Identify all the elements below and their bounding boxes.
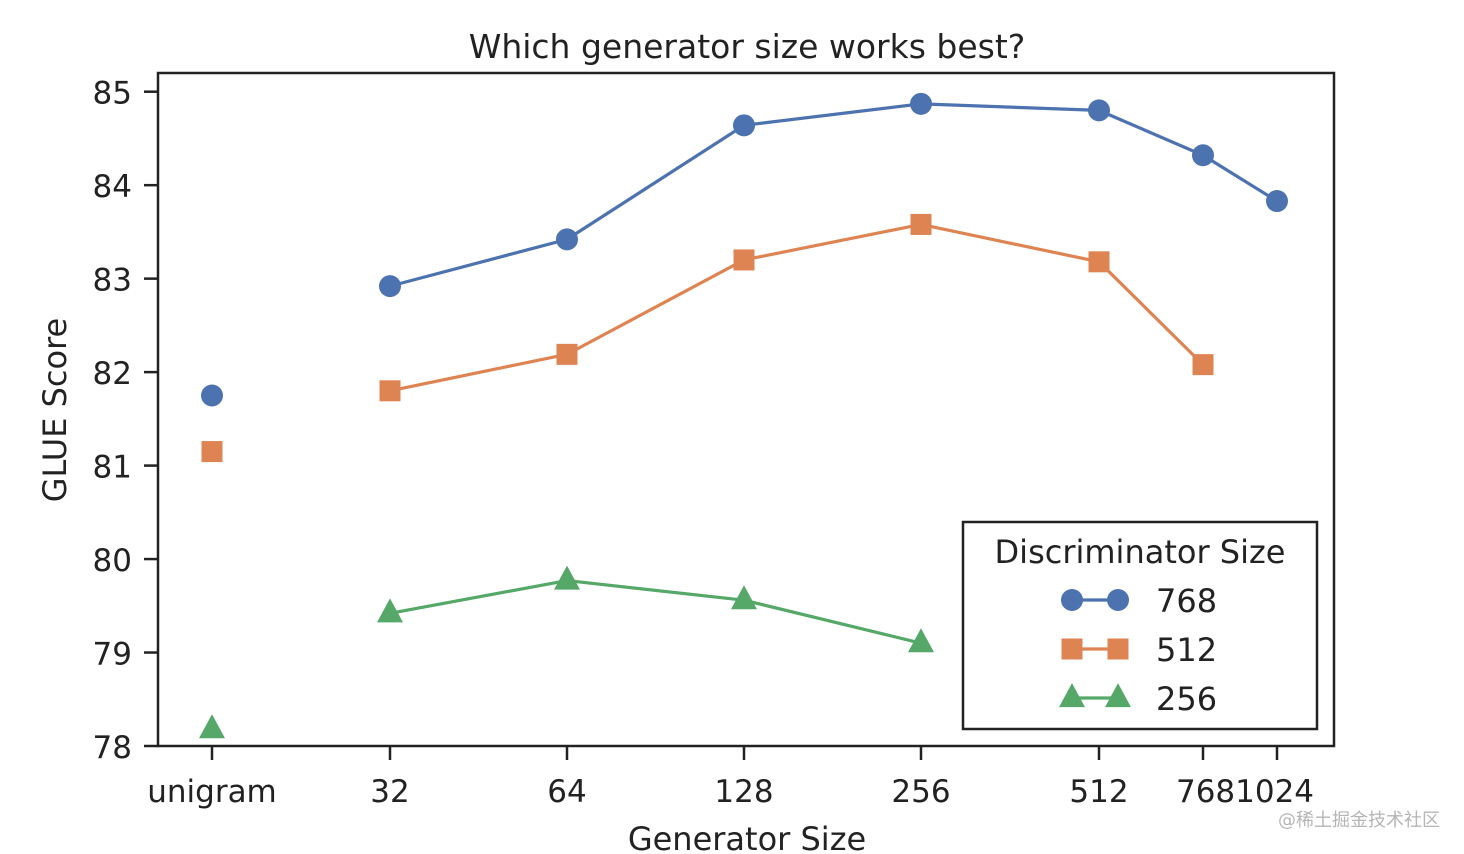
x-tick-label: unigram — [147, 774, 277, 810]
data-point-256-unigram — [199, 714, 225, 739]
plot-frame — [156, 71, 1336, 748]
legend-marker-768 — [1061, 589, 1083, 611]
data-point-256-64 — [554, 565, 580, 590]
x-tick-label: 32 — [370, 774, 409, 810]
data-point-512-768 — [1192, 354, 1214, 376]
data-point-512-256 — [910, 213, 932, 235]
y-tick-label: 81 — [93, 450, 132, 486]
data-point-512-512 — [1088, 251, 1110, 273]
chart-title: Which generator size works best? — [469, 27, 1026, 66]
data-point-512-unigram — [201, 441, 223, 463]
legend-marker-256 — [1105, 683, 1131, 708]
data-point-512-128 — [733, 249, 755, 271]
y-tick-label: 78 — [93, 730, 132, 766]
legend-marker-512 — [1107, 638, 1129, 660]
series-line-768 — [389, 102, 1278, 288]
plot-area: 78 79 80 81 82 83 84 85 unigram 32 64 128 256 512 7681… — [93, 76, 1314, 810]
x-tick-label: 256 — [891, 774, 950, 810]
series-line-256 — [389, 578, 922, 645]
data-point-768-32 — [379, 275, 401, 298]
data-point-768-256 — [910, 92, 932, 115]
data-point-768-64 — [556, 228, 578, 251]
x-tick-label: 128 — [714, 774, 773, 810]
y-tick-label: 85 — [93, 76, 132, 112]
data-point-768-128 — [733, 114, 755, 137]
y-tick-label: 79 — [93, 637, 132, 673]
data-point-512-64 — [556, 343, 578, 365]
y-tick-label: 80 — [93, 543, 132, 579]
watermark-text: @稀土掘金技术社区 — [1278, 810, 1440, 831]
x-axis-label: Generator Size — [628, 820, 866, 854]
series-line-512 — [389, 222, 1205, 393]
data-point-768-768 — [1192, 144, 1214, 167]
legend-title: Discriminator Size — [995, 533, 1286, 571]
legend: Discriminator Size 768 512 256 — [961, 520, 1319, 731]
data-point-768-unigram — [201, 384, 223, 407]
legend-label-512: 512 — [1156, 631, 1217, 669]
legend-label-256: 256 — [1156, 680, 1217, 718]
data-point-256-256 — [908, 628, 934, 653]
x-tick-label: 512 — [1069, 774, 1128, 810]
legend-label-768: 768 — [1156, 582, 1217, 620]
legend-marker-768 — [1107, 589, 1129, 611]
y-tick-label: 83 — [93, 263, 132, 299]
data-point-256-32 — [377, 598, 403, 623]
data-point-256-128 — [731, 585, 757, 610]
legend-marker-512 — [1061, 638, 1083, 660]
data-point-768-512 — [1088, 99, 1110, 122]
legend-box — [961, 520, 1319, 731]
x-tick-label: 64 — [547, 774, 586, 810]
y-axis-label: GLUE Score — [36, 318, 74, 502]
legend-marker-256 — [1059, 683, 1085, 708]
y-tick-label: 84 — [93, 169, 132, 205]
x-tick-label: 7681024 — [1176, 774, 1314, 810]
data-point-512-32 — [379, 380, 401, 402]
data-point-768-1024 — [1266, 190, 1288, 213]
y-tick-label: 82 — [93, 356, 132, 392]
